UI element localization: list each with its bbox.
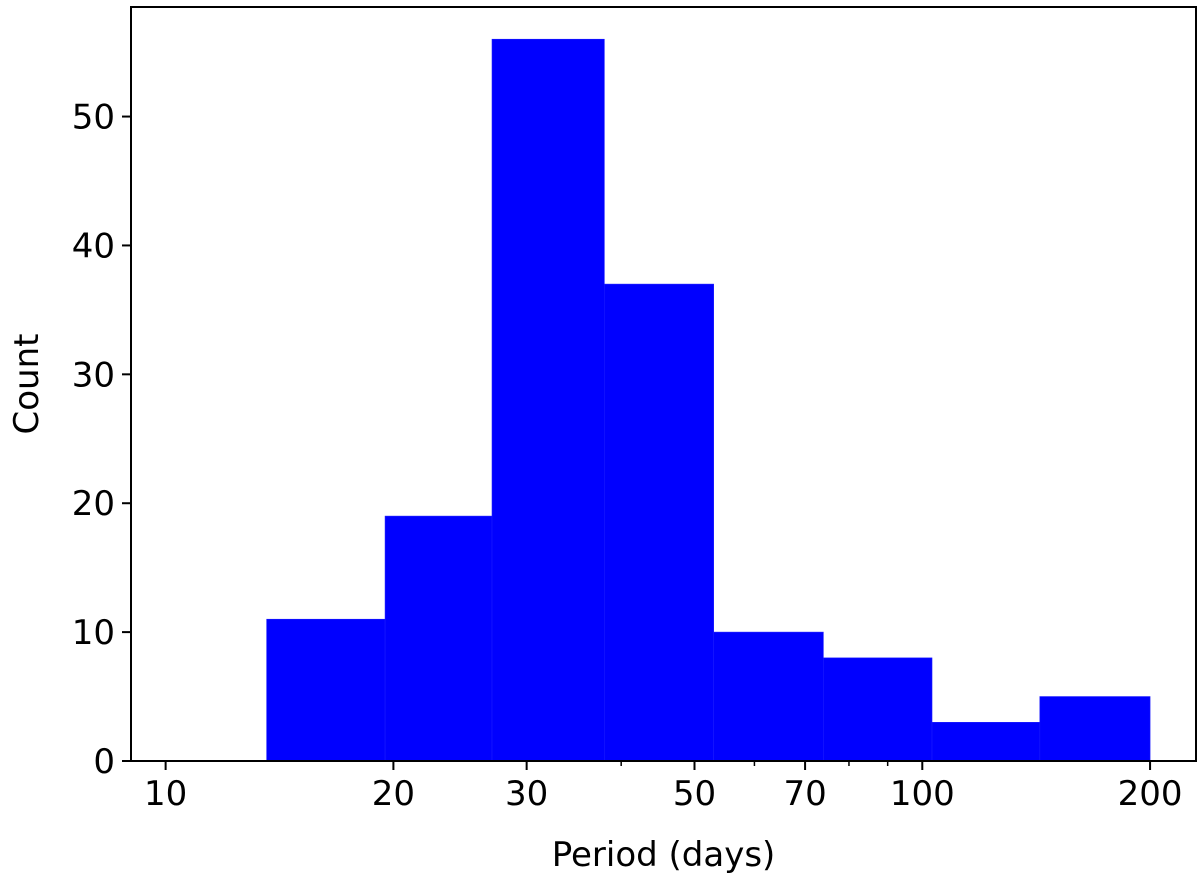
x-tick-label: 100 <box>890 774 955 814</box>
axes-frame <box>130 6 1197 762</box>
histogram-bar <box>266 618 386 762</box>
y-tick-label: 10 <box>72 613 115 653</box>
histogram-bar <box>713 631 824 762</box>
y-tick-label: 50 <box>72 98 115 138</box>
x-tick-label: 50 <box>673 774 716 814</box>
y-tick-label: 30 <box>72 355 115 395</box>
histogram-bar <box>823 657 933 762</box>
bars-group <box>266 38 1151 762</box>
x-axis-label: Period (days) <box>552 835 776 875</box>
x-tick-label: 20 <box>372 774 415 814</box>
histogram-bar <box>384 515 493 762</box>
y-tick-label: 0 <box>93 742 115 782</box>
y-axis-label: Count <box>7 334 47 435</box>
histogram-bar <box>604 283 714 762</box>
x-tick-label: 30 <box>505 774 548 814</box>
histogram-bar <box>931 722 1041 762</box>
x-tick-label: 10 <box>144 774 187 814</box>
x-axis-ticks: 10 20 30 50 70 100 200 <box>144 761 1183 814</box>
x-tick-label: 70 <box>783 774 826 814</box>
x-tick-label: 200 <box>1118 774 1183 814</box>
y-axis-ticks: 0 10 20 30 40 50 <box>72 98 131 782</box>
histogram-bar <box>491 38 605 762</box>
histogram-bar <box>1039 696 1151 762</box>
y-tick-label: 20 <box>72 484 115 524</box>
y-tick-label: 40 <box>72 226 115 266</box>
